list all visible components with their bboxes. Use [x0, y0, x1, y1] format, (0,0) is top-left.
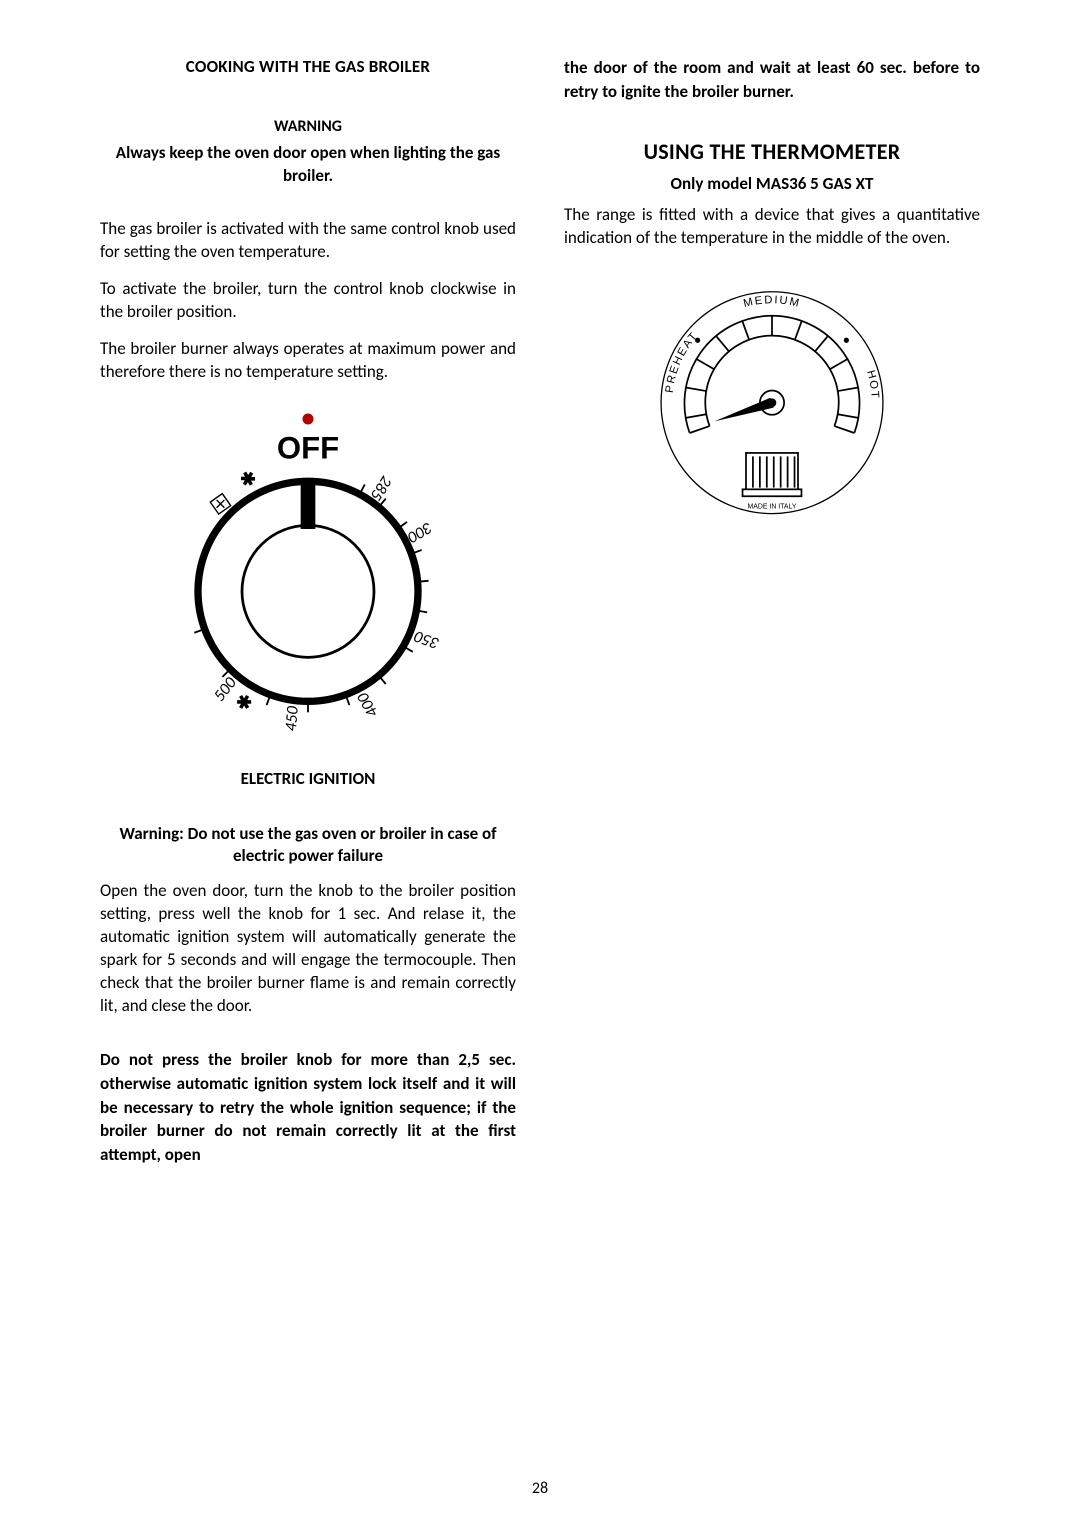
electric-ignition-heading: ELECTRIC IGNITION [100, 768, 516, 789]
oven-dial-svg: OFF [168, 408, 448, 738]
thermometer-subheading: Only model MAS36 5 GAS XT [564, 173, 980, 194]
paragraph-1: The gas broiler is activated with the sa… [100, 218, 516, 264]
oven-dial-figure: OFF [100, 408, 516, 738]
dial-pointer [301, 481, 316, 529]
thermo-medium-label: MEDIUM [742, 295, 801, 311]
dial-tick-350: 350 [411, 626, 442, 654]
dial-off-label: OFF [277, 430, 339, 465]
left-column: COOKING WITH THE GAS BROILER WARNING Alw… [100, 56, 516, 1185]
page-number: 28 [0, 1479, 1080, 1498]
thermometer-figure: PREHEAT MEDIUM HOT [564, 277, 980, 537]
dial-indicator-dot [303, 413, 314, 424]
ei-warning: Warning: Do not use the gas oven or broi… [100, 823, 516, 869]
ei-paragraph-2: Do not press the broiler knob for more t… [100, 1048, 516, 1167]
page: COOKING WITH THE GAS BROILER WARNING Alw… [0, 0, 1080, 1528]
warning-label: WARNING [100, 117, 516, 136]
thermometer-svg: PREHEAT MEDIUM HOT [642, 277, 902, 537]
thermo-hot-label: HOT [864, 369, 881, 400]
cooking-title: COOKING WITH THE GAS BROILER [100, 56, 516, 77]
thermometer-heading: USING THE THERMOMETER [564, 138, 980, 165]
right-cont: the door of the room and wait at least 6… [564, 56, 980, 104]
paragraph-3: The broiler burner always operates at ma… [100, 338, 516, 384]
dial-star-top-left: ✱ [236, 465, 260, 492]
right-column: the door of the room and wait at least 6… [564, 56, 980, 1185]
thermometer-paragraph: The range is fitted with a device that g… [564, 204, 980, 250]
paragraph-2: To activate the broiler, turn the contro… [100, 278, 516, 324]
two-column-layout: COOKING WITH THE GAS BROILER WARNING Alw… [100, 56, 980, 1185]
thermo-made-in-label: MADE IN ITALY [748, 504, 797, 511]
dial-star-bottom-left: ✱ [232, 687, 256, 714]
warning-text: Always keep the oven door open when ligh… [100, 142, 516, 188]
dial-knob-face [242, 525, 374, 657]
thermo-base [743, 453, 802, 496]
dial-tick-450: 450 [281, 704, 303, 731]
ei-paragraph-1: Open the oven door, turn the knob to the… [100, 880, 516, 1018]
